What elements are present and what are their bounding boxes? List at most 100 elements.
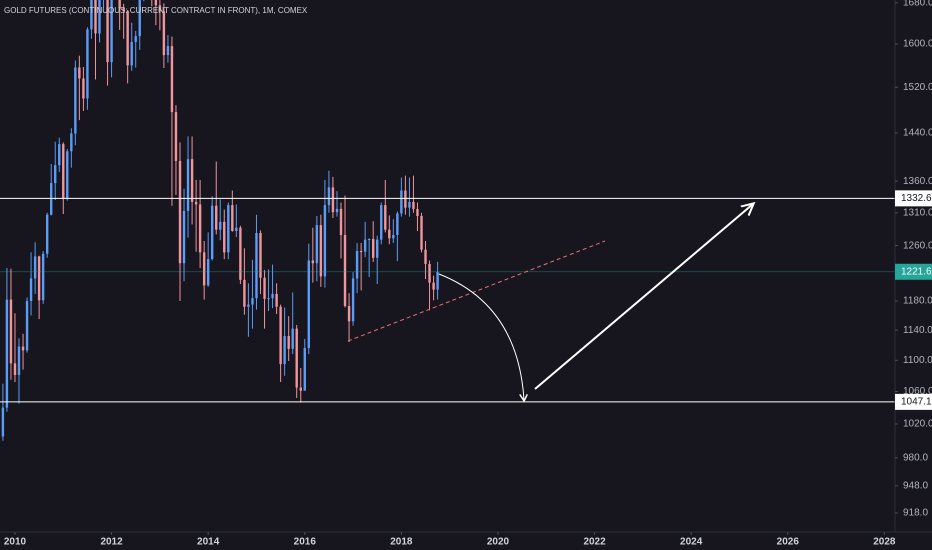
candle-body: [13, 363, 17, 375]
candle-body: [392, 234, 395, 239]
y-tick-label: 1680.0: [903, 0, 932, 8]
candle-body: [94, 0, 97, 34]
candle-body: [178, 160, 182, 264]
candle-body: [98, 0, 101, 34]
candle-body: [182, 210, 186, 264]
candle-body: [396, 213, 399, 235]
candle-body: [41, 253, 45, 301]
candle-body: [162, 11, 166, 56]
candle-body: [339, 208, 343, 235]
candle-body: [62, 144, 65, 199]
candle-body: [331, 187, 335, 213]
x-tick-label: 2022: [583, 537, 606, 548]
candle-body: [202, 252, 206, 286]
candle-body: [5, 299, 9, 408]
candle-body: [219, 221, 222, 230]
price-label: 1047.1: [901, 397, 932, 408]
drawings: [347, 204, 753, 400]
candle-body: [239, 227, 242, 280]
candle-body: [299, 387, 302, 391]
candle-body: [384, 205, 387, 230]
candle-body: [166, 46, 170, 56]
y-tick-label: 1020.0: [903, 419, 932, 430]
candle-body: [243, 279, 246, 307]
candle-body: [259, 233, 262, 278]
y-tick-label: 1440.0: [903, 128, 932, 139]
x-tick-label: 2018: [390, 537, 413, 548]
candle-body: [86, 29, 89, 99]
candle-body: [21, 346, 25, 351]
candle-body: [251, 298, 254, 305]
candle-body: [295, 328, 298, 388]
candle-body: [247, 304, 250, 307]
candle-body: [388, 229, 391, 239]
candle-body: [170, 46, 174, 113]
y-tick-label: 918.0: [903, 508, 928, 519]
candle-body: [110, 0, 113, 63]
price-label: 1221.6: [901, 266, 932, 277]
candle-body: [223, 221, 226, 253]
candle-body: [363, 239, 367, 252]
candle-body: [279, 306, 282, 365]
y-tick-label: 1360.0: [903, 176, 932, 187]
candle-body: [319, 225, 323, 277]
candle-body: [231, 205, 234, 232]
candle-body: [1, 407, 5, 437]
candle-body: [376, 239, 379, 258]
candle-body: [355, 251, 359, 279]
price-label: 1332.6: [901, 193, 932, 204]
candle-body: [404, 190, 407, 208]
straight-arrow: [534, 204, 753, 390]
candle-body: [215, 205, 218, 230]
candle-body: [303, 348, 306, 391]
candle-body: [275, 293, 278, 307]
candle-body: [315, 225, 319, 264]
candle-body: [267, 298, 270, 300]
candle-body: [33, 256, 37, 279]
candle-body: [37, 256, 41, 301]
candle-body: [210, 205, 214, 260]
candle-body: [416, 208, 419, 217]
candle-body: [82, 78, 85, 99]
x-tick-label: 2026: [777, 537, 800, 548]
curved-arrow: [438, 273, 524, 400]
x-tick-label: 2024: [680, 537, 703, 548]
y-tick-label: 1310.0: [903, 207, 932, 218]
candle-body: [9, 299, 13, 364]
candle-body: [70, 133, 73, 152]
candle-body: [49, 183, 53, 215]
candle-body: [235, 227, 238, 232]
candle-body: [372, 238, 375, 258]
candle-body: [130, 41, 133, 66]
candle-body: [134, 36, 137, 42]
y-tick-label: 1060.0: [903, 386, 932, 397]
x-tick-label: 2020: [487, 537, 510, 548]
candle-body: [359, 251, 363, 253]
candle-body: [323, 205, 327, 277]
candle-body: [287, 336, 290, 349]
candle-body: [106, 0, 109, 63]
candle-body: [424, 249, 427, 264]
candle-body: [118, 0, 121, 9]
trend-line: [347, 240, 606, 342]
candle-body: [351, 278, 355, 322]
candle-body: [138, 0, 141, 37]
candle-body: [291, 328, 294, 349]
y-tick-label: 980.0: [903, 452, 928, 463]
candle-body: [126, 10, 129, 66]
candle-body: [90, 0, 93, 30]
candle-body: [327, 187, 331, 206]
candle-body: [343, 234, 347, 307]
candle-body: [53, 165, 57, 184]
x-tick-label: 2028: [873, 537, 896, 548]
candle-body: [428, 263, 431, 283]
candle-body: [436, 271, 439, 290]
candle-body: [154, 0, 158, 6]
price-label-box: [895, 263, 932, 280]
candle-body: [347, 306, 351, 322]
candle-body: [25, 301, 29, 351]
x-tick-label: 2016: [294, 537, 317, 548]
candle-body: [186, 159, 190, 211]
price-label-box: [895, 393, 932, 410]
candle-body: [17, 346, 21, 375]
